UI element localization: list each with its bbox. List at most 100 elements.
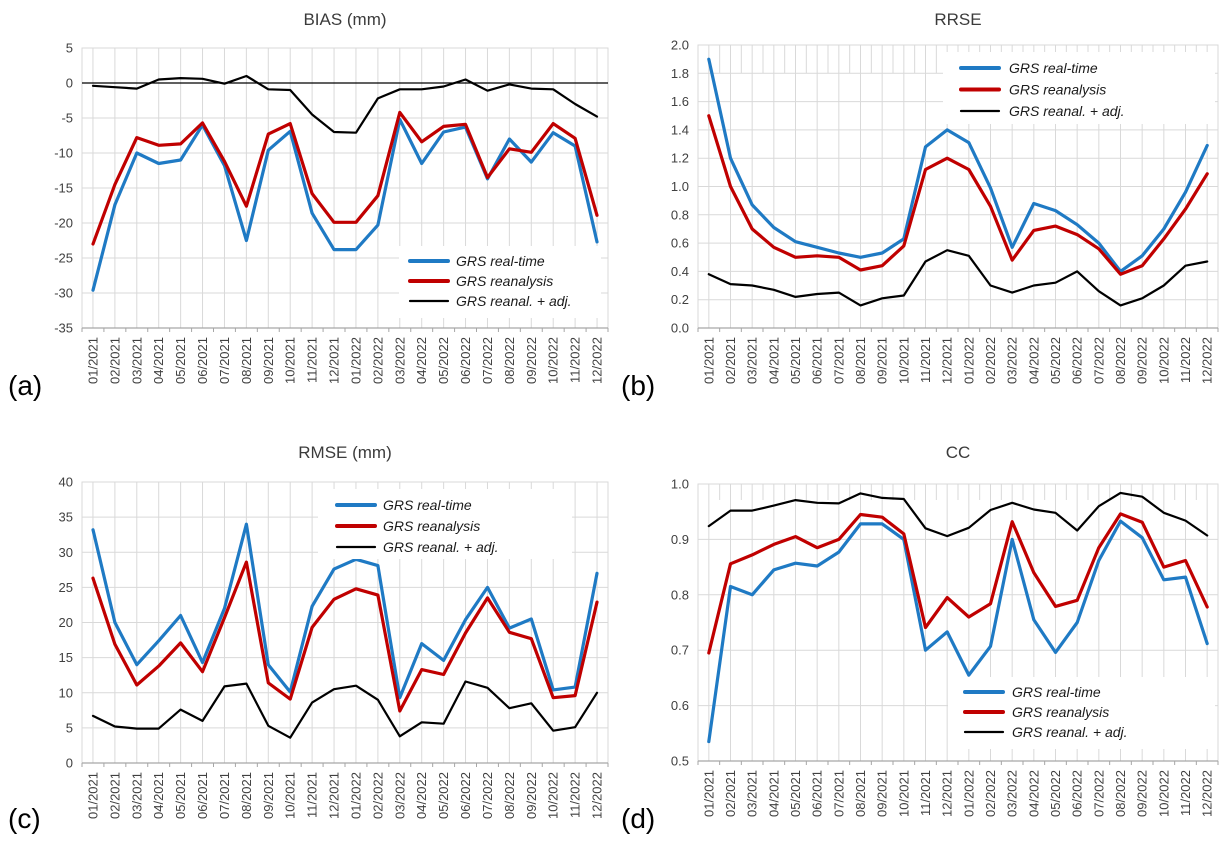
svg-text:06/2021: 06/2021 — [195, 337, 210, 384]
svg-text:05/2022: 05/2022 — [1048, 337, 1063, 384]
svg-text:GRS reanalysis: GRS reanalysis — [456, 273, 553, 289]
panel-letter-b: (b) — [621, 370, 656, 401]
svg-text:GRS reanalysis: GRS reanalysis — [383, 518, 480, 534]
svg-text:09/2022: 09/2022 — [524, 772, 539, 819]
svg-text:11/2021: 11/2021 — [918, 337, 933, 383]
svg-text:10/2022: 10/2022 — [1156, 337, 1171, 384]
svg-text:12/2022: 12/2022 — [1200, 770, 1215, 817]
bias-chart: -35 -30 -25 -20 -15 -10 -5 0 5 01/2021 02/2021 03/2… — [54, 10, 609, 384]
svg-text:GRS reanalysis: GRS reanalysis — [1009, 82, 1106, 98]
svg-text:03/2022: 03/2022 — [392, 772, 407, 819]
svg-text:04/2021: 04/2021 — [766, 337, 781, 384]
svg-text:-10: -10 — [54, 146, 73, 161]
svg-text:09/2021: 09/2021 — [875, 337, 890, 384]
svg-text:GRS real-time: GRS real-time — [383, 497, 472, 513]
svg-text:03/2021: 03/2021 — [745, 770, 760, 817]
svg-text:02/2022: 02/2022 — [370, 772, 385, 819]
svg-text:GRS reanal. + adj.: GRS reanal. + adj. — [1009, 103, 1125, 119]
svg-text:15: 15 — [59, 650, 73, 665]
svg-text:40: 40 — [59, 475, 73, 490]
svg-text:01/2021: 01/2021 — [85, 772, 100, 819]
svg-text:01/2022: 01/2022 — [348, 337, 363, 384]
svg-text:08/2021: 08/2021 — [239, 772, 254, 819]
panel-rmse: 0 5 10 15 20 25 30 35 40 01/2021 02/2021 03/2021 04/… — [0, 425, 614, 850]
svg-text:09/2021: 09/2021 — [875, 770, 890, 817]
svg-text:01/2021: 01/2021 — [701, 337, 716, 384]
svg-text:03/2021: 03/2021 — [745, 337, 760, 384]
svg-text:04/2021: 04/2021 — [766, 770, 781, 817]
svg-text:07/2022: 07/2022 — [1091, 337, 1106, 384]
svg-text:0: 0 — [66, 756, 73, 771]
svg-text:GRS reanal. + adj.: GRS reanal. + adj. — [1012, 724, 1128, 740]
svg-text:11/2022: 11/2022 — [1178, 337, 1193, 383]
svg-text:07/2022: 07/2022 — [1091, 770, 1106, 817]
rrse-chart: 0.0 0.2 0.4 0.6 0.8 1.0 1.2 1.4 1.6 1.8 2.0 01/2021… — [671, 10, 1219, 384]
svg-text:01/2021: 01/2021 — [85, 337, 100, 384]
svg-text:12/2022: 12/2022 — [1200, 337, 1215, 384]
svg-text:0.5: 0.5 — [671, 754, 689, 769]
svg-text:06/2022: 06/2022 — [458, 337, 473, 384]
svg-text:30: 30 — [59, 545, 73, 560]
svg-text:07/2022: 07/2022 — [480, 337, 495, 384]
svg-text:GRS reanalysis: GRS reanalysis — [1012, 704, 1109, 720]
svg-text:01/2022: 01/2022 — [961, 770, 976, 817]
svg-text:-5: -5 — [61, 111, 73, 126]
svg-text:11/2022: 11/2022 — [568, 337, 583, 383]
svg-text:06/2022: 06/2022 — [1070, 337, 1085, 384]
svg-text:0: 0 — [66, 76, 73, 91]
svg-text:04/2022: 04/2022 — [1026, 337, 1041, 384]
svg-text:5: 5 — [66, 720, 73, 735]
svg-text:1.0: 1.0 — [671, 477, 689, 492]
svg-text:12/2022: 12/2022 — [590, 337, 605, 384]
svg-text:03/2022: 03/2022 — [392, 337, 407, 384]
svg-text:01/2022: 01/2022 — [348, 772, 363, 819]
svg-text:11/2021: 11/2021 — [918, 770, 933, 816]
svg-text:03/2022: 03/2022 — [1005, 770, 1020, 817]
svg-text:08/2021: 08/2021 — [853, 770, 868, 817]
svg-text:10/2022: 10/2022 — [546, 772, 561, 819]
svg-text:06/2021: 06/2021 — [810, 337, 825, 384]
svg-text:0.7: 0.7 — [671, 643, 689, 658]
svg-text:04/2022: 04/2022 — [414, 772, 429, 819]
svg-text:05/2022: 05/2022 — [436, 772, 451, 819]
cc-chart: 0.5 0.6 0.7 0.8 0.9 1.0 01/2021 02/2021 03/2021 0… — [671, 443, 1219, 817]
svg-text:08/2022: 08/2022 — [1113, 337, 1128, 384]
svg-text:02/2022: 02/2022 — [983, 337, 998, 384]
svg-text:04/2021: 04/2021 — [151, 772, 166, 819]
svg-text:02/2021: 02/2021 — [107, 337, 122, 384]
svg-text:08/2022: 08/2022 — [502, 772, 517, 819]
svg-text:GRS reanal. + adj.: GRS reanal. + adj. — [456, 293, 572, 309]
svg-text:03/2022: 03/2022 — [1005, 337, 1020, 384]
svg-text:10/2022: 10/2022 — [1156, 770, 1171, 817]
svg-text:10/2022: 10/2022 — [546, 337, 561, 384]
panel-letter-d: (d) — [621, 803, 656, 834]
svg-text:02/2022: 02/2022 — [370, 337, 385, 384]
panel-letter-a: (a) — [8, 370, 43, 401]
svg-text:02/2021: 02/2021 — [723, 337, 738, 384]
svg-text:08/2021: 08/2021 — [239, 337, 254, 384]
svg-text:0.8: 0.8 — [671, 207, 689, 222]
svg-text:10/2021: 10/2021 — [896, 337, 911, 384]
svg-text:02/2022: 02/2022 — [983, 770, 998, 817]
svg-text:03/2021: 03/2021 — [129, 772, 144, 819]
svg-text:2.0: 2.0 — [671, 38, 689, 53]
svg-text:02/2021: 02/2021 — [723, 770, 738, 817]
svg-text:CC: CC — [946, 443, 971, 462]
svg-text:06/2022: 06/2022 — [1070, 770, 1085, 817]
svg-text:11/2021: 11/2021 — [305, 772, 320, 818]
panel-letter-c: (c) — [8, 803, 41, 834]
svg-text:GRS reanal. + adj.: GRS reanal. + adj. — [383, 539, 499, 555]
svg-text:10/2021: 10/2021 — [283, 772, 298, 819]
svg-text:0.9: 0.9 — [671, 532, 689, 547]
svg-text:12/2021: 12/2021 — [327, 337, 342, 384]
svg-text:09/2022: 09/2022 — [1135, 337, 1150, 384]
svg-text:12/2022: 12/2022 — [590, 772, 605, 819]
svg-text:0.0: 0.0 — [671, 321, 689, 336]
svg-text:1.4: 1.4 — [671, 122, 689, 137]
svg-text:09/2021: 09/2021 — [261, 337, 276, 384]
svg-text:5: 5 — [66, 41, 73, 56]
svg-text:09/2021: 09/2021 — [261, 772, 276, 819]
svg-text:RRSE: RRSE — [934, 10, 981, 29]
svg-text:BIAS (mm): BIAS (mm) — [303, 10, 386, 29]
svg-text:-35: -35 — [54, 321, 73, 336]
